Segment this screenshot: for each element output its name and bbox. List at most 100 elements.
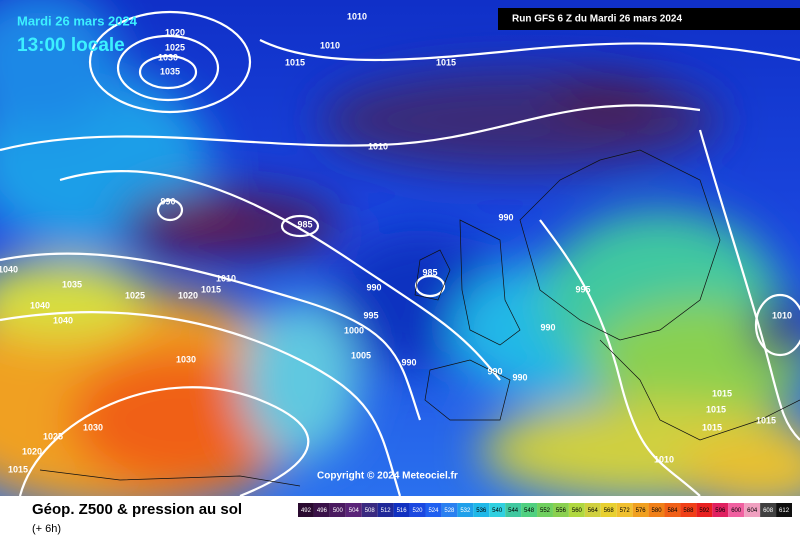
isobar-label: 990: [160, 196, 175, 206]
color-swatch: [728, 503, 745, 517]
color-swatch: [776, 503, 792, 517]
color-swatch: [313, 503, 330, 517]
run-info: Run GFS 6 Z du Mardi 26 mars 2024: [512, 14, 682, 25]
isobar-label: 985: [422, 267, 437, 277]
field: [0, 0, 800, 510]
isobar-label: 995: [363, 310, 378, 320]
colorbar-label: 592: [699, 508, 710, 514]
colorbar-label: 580: [652, 508, 663, 514]
color-swatch: [760, 503, 777, 517]
colorbar-label: 576: [636, 508, 647, 514]
color-swatch: [489, 503, 506, 517]
color-swatch: [584, 503, 601, 517]
color-swatch: [537, 503, 553, 517]
isobar-label: 1010: [347, 11, 367, 21]
isobar-label: 990: [540, 322, 555, 332]
color-swatch: [521, 503, 538, 517]
isobar-label: 1015: [285, 57, 305, 67]
colorbar: 492 496 500 504 508 512 516 520 524 528 532 536 540 5…: [298, 503, 792, 517]
color-swatch: [600, 503, 617, 517]
colorbar-label: 612: [779, 508, 790, 514]
color-swatch: [473, 503, 490, 517]
colorbar-label: 552: [540, 508, 551, 514]
colorbar-label: 604: [747, 508, 758, 514]
isobar-label: 1010: [654, 454, 674, 464]
color-swatch: [393, 503, 410, 517]
isobar-label: 1015: [201, 284, 221, 294]
color-swatch: [298, 503, 314, 517]
colorbar-label: 556: [556, 508, 567, 514]
colorbar-label: 504: [349, 508, 360, 514]
color-swatch: [377, 503, 394, 517]
isobar-label: 1025: [43, 431, 63, 441]
colorbar-label: 560: [572, 508, 583, 514]
isobar-label: 1005: [351, 350, 371, 360]
color-swatch: [345, 503, 362, 517]
colorbar-label: 496: [317, 508, 328, 514]
colorbar-label: 544: [508, 508, 519, 514]
isobar-label: 1040: [53, 315, 73, 325]
colorbar-label: 492: [301, 508, 312, 514]
coastlines: [39, 149, 800, 487]
colorbar-label: 588: [683, 508, 694, 514]
color-swatch: [712, 503, 729, 517]
isobar-label: 1015: [702, 422, 722, 432]
color-swatch: [648, 503, 665, 517]
isobar-label: 1020: [178, 290, 198, 300]
color-swatch: [505, 503, 522, 517]
isobars: [0, 10, 800, 498]
footer-title: Géop. Z500 & pression au sol: [32, 501, 242, 518]
color-swatch: [329, 503, 346, 517]
isobar-label: 1015: [712, 388, 732, 398]
isobar-label: 1010: [216, 273, 236, 283]
isobar-label: 1015: [436, 57, 456, 67]
isobar-label: 995: [575, 284, 590, 294]
isobar-label: 1020: [22, 446, 42, 456]
color-swatch: [664, 503, 681, 517]
colorbar-label: 528: [444, 508, 455, 514]
color-swatch: [441, 503, 458, 517]
isobar-label: 1010: [320, 40, 340, 50]
isobar-label: 1000: [344, 325, 364, 335]
colorbar-label: 520: [413, 508, 424, 514]
isobar-label: 1035: [160, 66, 180, 76]
colorbar-label: 600: [731, 508, 742, 514]
isobar-label: 1010: [772, 310, 792, 320]
isobar-label: 985: [297, 219, 312, 229]
isobar-label: 990: [512, 372, 527, 382]
isobar-label: 990: [487, 366, 502, 376]
run-banner: [498, 8, 800, 30]
colorbar-label: 500: [333, 508, 344, 514]
colorbar-label: 512: [381, 508, 392, 514]
isobar-label: 1015: [8, 464, 28, 474]
color-swatch: [616, 503, 633, 517]
date: Mardi 26 mars 2024: [17, 13, 138, 28]
color-swatch: [361, 503, 378, 517]
color-swatch: [409, 503, 426, 517]
colorbar-label: 508: [365, 508, 376, 514]
colorbar-label: 608: [763, 508, 774, 514]
color-swatch: [696, 503, 713, 517]
color-swatch: [568, 503, 585, 517]
colorbar-label: 548: [524, 508, 535, 514]
isobar-label: 1040: [30, 300, 50, 310]
isobar-label: 1030: [176, 354, 196, 364]
colorbar-label: 516: [397, 508, 408, 514]
isobar-label: 1030: [158, 52, 178, 62]
isobar-label: 1015: [756, 415, 776, 425]
colorbar-label: 532: [460, 508, 471, 514]
colorbar-label: 524: [428, 508, 439, 514]
color-swatch: [552, 503, 569, 517]
copyright: Copyright © 2024 Meteociel.fr: [317, 471, 458, 482]
colorbar-label: 584: [667, 508, 678, 514]
colorbar-label: 596: [715, 508, 726, 514]
color-swatch: [680, 503, 697, 517]
isobar-label: 1025: [125, 290, 145, 300]
isobar-label: 1020: [165, 27, 185, 37]
geopotential-shading: [0, 0, 800, 510]
isobar-label: 1040: [0, 264, 18, 274]
color-swatch: [632, 503, 649, 517]
isobar-label: 1035: [62, 279, 82, 289]
